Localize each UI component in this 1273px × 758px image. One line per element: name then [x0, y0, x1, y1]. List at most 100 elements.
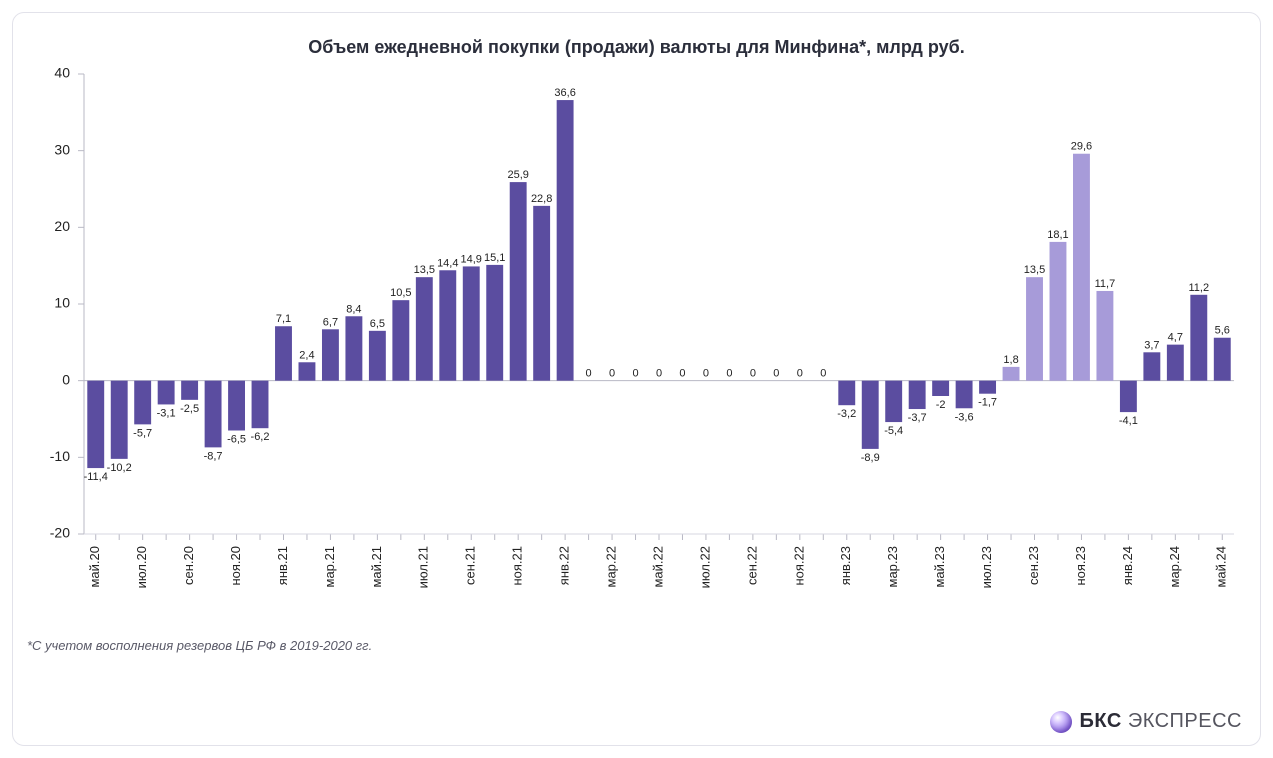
bar [369, 331, 386, 381]
bar [181, 381, 198, 400]
bar [862, 381, 879, 449]
bar [1096, 291, 1113, 381]
x-tick-label: июл.21 [416, 546, 431, 588]
bar [345, 316, 362, 380]
x-tick-label: июл.22 [697, 546, 712, 588]
x-tick-label: сен.20 [181, 546, 196, 585]
bar-value-label: 3,7 [1144, 339, 1159, 351]
bar-value-label: 14,4 [437, 257, 458, 269]
x-tick-label: сен.21 [463, 546, 478, 585]
bar [463, 266, 480, 380]
bar-chart-svg: -20-10010203040-11,4май.20-10,2-5,7июл.2… [24, 64, 1249, 624]
x-tick-label: янв.22 [557, 546, 572, 585]
bar-value-label: -8,7 [204, 450, 223, 462]
bar-value-label: 5,6 [1215, 325, 1230, 337]
bar-value-label: 0 [797, 368, 803, 380]
bar-value-label: 18,1 [1047, 229, 1068, 241]
bar-value-label: 2,4 [299, 349, 314, 361]
bar-value-label: 14,9 [461, 253, 482, 265]
bar-value-label: 0 [750, 368, 756, 380]
chart-title: Объем ежедневной покупки (продажи) валют… [23, 37, 1250, 58]
bar [228, 381, 245, 431]
y-tick-label: 40 [54, 65, 70, 81]
bar-value-label: -3,2 [837, 408, 856, 420]
bar-value-label: 0 [586, 368, 592, 380]
x-tick-label: ноя.23 [1073, 546, 1088, 586]
bar [1190, 295, 1207, 381]
bar [1050, 242, 1067, 381]
bar-value-label: 0 [820, 368, 826, 380]
bar-value-label: 13,5 [1024, 264, 1045, 276]
bar-value-label: -6,5 [227, 434, 246, 446]
bar [1073, 154, 1090, 381]
x-tick-label: ноя.20 [228, 546, 243, 586]
y-tick-label: 30 [54, 141, 70, 157]
bar [557, 100, 574, 381]
chart-area: -20-10010203040-11,4май.20-10,2-5,7июл.2… [24, 64, 1249, 624]
bar-value-label: 4,7 [1168, 332, 1183, 344]
x-tick-label: июл.20 [134, 546, 149, 588]
bar-value-label: 7,1 [276, 313, 291, 325]
bar-value-label: 0 [656, 368, 662, 380]
y-tick-label: -20 [50, 525, 70, 541]
bar-value-label: 22,8 [531, 193, 552, 205]
bar-value-label: 1,8 [1003, 354, 1018, 366]
bar-value-label: -3,7 [908, 412, 927, 424]
bar [275, 326, 292, 380]
x-tick-label: янв.21 [275, 546, 290, 585]
x-tick-label: янв.24 [1120, 546, 1135, 585]
x-tick-label: май.23 [932, 546, 947, 588]
bar [416, 277, 433, 381]
bar [533, 206, 550, 381]
bar-value-label: 0 [632, 368, 638, 380]
footnote-text: *С учетом восполнения резервов ЦБ РФ в 2… [27, 638, 1246, 653]
bar [1167, 345, 1184, 381]
bar-value-label: 0 [679, 368, 685, 380]
bar-value-label: -6,2 [251, 431, 270, 443]
bar-value-label: 10,5 [390, 287, 411, 299]
bar-value-label: -11,4 [84, 471, 108, 483]
bar [1143, 352, 1160, 380]
bar-value-label: -8,9 [861, 452, 880, 464]
bar [439, 270, 456, 380]
bar [909, 381, 926, 409]
bar-value-label: 25,9 [507, 169, 528, 181]
brand-sphere-icon [1050, 711, 1072, 733]
bar [87, 381, 104, 468]
bar [1026, 277, 1043, 381]
bar [322, 329, 339, 380]
y-tick-label: 0 [62, 371, 70, 387]
bar-value-label: -10,2 [107, 462, 132, 474]
bar-value-label: -3,1 [157, 407, 176, 419]
x-tick-label: май.20 [87, 546, 102, 588]
bar-value-label: 11,7 [1095, 278, 1116, 290]
bar-value-label: -2,5 [180, 403, 199, 415]
brand-light: ЭКСПРЕСС [1128, 710, 1242, 733]
bar-value-label: 0 [609, 368, 615, 380]
bar [486, 265, 503, 381]
bar-value-label: 13,5 [414, 264, 435, 276]
y-tick-label: 20 [54, 218, 70, 234]
x-tick-label: мар.23 [885, 546, 900, 587]
x-tick-label: май.24 [1214, 546, 1229, 588]
brand-bold: БКС [1080, 710, 1122, 733]
x-tick-label: ноя.22 [791, 546, 806, 586]
bar-value-label: 0 [703, 368, 709, 380]
brand-logo: БКС ЭКСПРЕСС [1050, 710, 1242, 733]
bar [1120, 381, 1137, 412]
bar [158, 381, 175, 405]
bar-value-label: -3,6 [955, 411, 974, 423]
x-tick-label: ноя.21 [510, 546, 525, 586]
bar-value-label: 6,5 [370, 318, 385, 330]
bar-value-label: 29,6 [1071, 141, 1092, 153]
x-tick-label: май.21 [369, 546, 384, 588]
bar [838, 381, 855, 406]
bar [979, 381, 996, 394]
x-tick-label: мар.24 [1167, 546, 1182, 587]
bar-value-label: 11,2 [1189, 282, 1210, 294]
bar-value-label: -5,7 [133, 427, 152, 439]
bar-value-label: -1,7 [978, 397, 997, 409]
bar-value-label: 6,7 [323, 316, 338, 328]
x-tick-label: мар.21 [322, 546, 337, 587]
bar [510, 182, 527, 381]
